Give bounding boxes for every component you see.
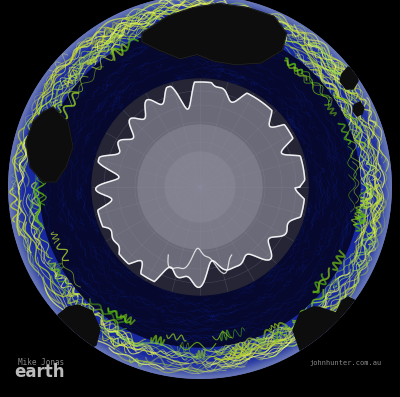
Text: johnhunter.com.au: johnhunter.com.au	[310, 360, 382, 366]
Polygon shape	[353, 102, 364, 116]
Circle shape	[30, 17, 370, 357]
Polygon shape	[96, 82, 305, 287]
Circle shape	[15, 2, 385, 372]
Polygon shape	[56, 305, 100, 352]
Circle shape	[18, 5, 382, 369]
Circle shape	[165, 152, 235, 222]
Circle shape	[19, 6, 381, 368]
Circle shape	[24, 11, 376, 363]
Circle shape	[12, 0, 388, 375]
Circle shape	[20, 7, 380, 367]
Text: Mike Jonas: Mike Jonas	[18, 358, 64, 367]
Circle shape	[17, 4, 383, 370]
Circle shape	[22, 9, 378, 365]
Circle shape	[16, 3, 384, 371]
Polygon shape	[340, 67, 358, 89]
Polygon shape	[26, 107, 73, 182]
Circle shape	[28, 15, 372, 359]
Circle shape	[13, 0, 387, 374]
Polygon shape	[336, 297, 366, 333]
Circle shape	[26, 13, 374, 361]
Polygon shape	[142, 4, 286, 65]
Text: earth: earth	[14, 363, 64, 381]
Circle shape	[31, 18, 369, 356]
Circle shape	[138, 125, 262, 249]
Circle shape	[14, 1, 386, 373]
Circle shape	[21, 8, 379, 366]
Circle shape	[40, 27, 360, 347]
Circle shape	[8, 0, 392, 379]
Circle shape	[11, 0, 389, 376]
Circle shape	[25, 12, 375, 362]
Circle shape	[32, 19, 368, 355]
Circle shape	[27, 14, 373, 360]
Circle shape	[92, 79, 308, 295]
Circle shape	[29, 16, 371, 358]
Polygon shape	[293, 307, 348, 365]
Circle shape	[23, 10, 377, 364]
